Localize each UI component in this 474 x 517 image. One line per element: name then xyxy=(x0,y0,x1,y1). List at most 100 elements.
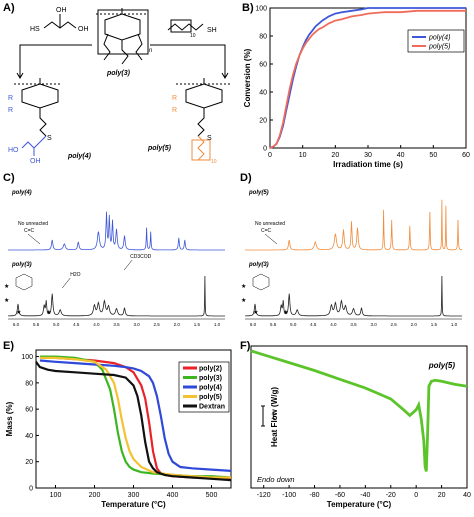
note-pointer xyxy=(264,233,278,245)
x-tick-label: 10 xyxy=(299,152,307,159)
series-line-curve xyxy=(250,349,468,472)
sub-10-top: 10 xyxy=(190,33,196,39)
ppm-tick-label: 3.0 xyxy=(133,322,140,327)
panel-f-label: F) xyxy=(240,340,251,352)
y-tick-label: 0 xyxy=(29,486,33,493)
r-label-1: R xyxy=(8,95,13,102)
series-line-poly-4- xyxy=(39,359,232,472)
panel-d: D) 6.0 5.5 5.0 4.5 4.0 3.5 3.0 2.5 2.0 1.5 1.0 poly… xyxy=(237,170,474,338)
spectrum-bottom xyxy=(8,275,225,317)
arrow-right xyxy=(150,44,229,79)
y-tick-label: 0 xyxy=(263,146,267,153)
panel-d-label: D) xyxy=(240,172,252,184)
endo-down-label: Endo down xyxy=(257,475,295,484)
series-line-poly-5- xyxy=(39,356,231,479)
star-mark-3: ★ xyxy=(241,283,246,290)
x-tick-label: 60 xyxy=(462,152,470,159)
y-tick-label: 20 xyxy=(25,459,33,466)
y-tick-label: 80 xyxy=(259,34,267,41)
oh-label: OH xyxy=(30,158,41,165)
sh-right: SH xyxy=(207,27,217,34)
panel-e-label: E) xyxy=(3,340,14,352)
poly5-arm xyxy=(191,135,211,161)
y-tick-label: 40 xyxy=(25,433,33,440)
reaction-scheme: HS OH OH SH 10 n poly(3) xyxy=(8,7,230,165)
cd3cod-pointer xyxy=(123,259,133,271)
poly3-label: poly(3) xyxy=(106,70,131,77)
cd3cod-label: CD3COD xyxy=(130,254,152,260)
r-label-3: R xyxy=(172,95,177,102)
spectrum-bottom-label: poly(3) xyxy=(11,262,32,268)
x-tick-label: 40 xyxy=(463,492,471,499)
scale-bar-label: 1 xyxy=(271,412,276,421)
panel-f: F) -120 -100 -80 -60 -40 -20 0 20 40 Temperature … xyxy=(237,338,474,517)
x-tick-label: 200 xyxy=(89,492,101,499)
note-line-2: C=C xyxy=(24,228,35,234)
y-tick-label: 100 xyxy=(21,354,33,361)
y-axis-label: Heat Flow (W/g) xyxy=(270,387,279,447)
panel-b: B) 0 10 20 30 40 50 60 0 20 40 60 80 100 Irradiation … xyxy=(240,0,474,175)
ppm-tick-label: 5.0 xyxy=(290,322,297,327)
nmr-spectrum-d: 6.0 5.5 5.0 4.5 4.0 3.5 3.0 2.5 2.0 1.5 1.0 poly(5)… xyxy=(241,190,463,327)
x-tick-label: 300 xyxy=(128,492,140,499)
ppm-tick-label: 3.5 xyxy=(350,322,357,327)
r-label-2: R xyxy=(8,107,13,114)
legend-entry: poly(4) xyxy=(428,35,450,42)
ppm-tick-label: 1.5 xyxy=(431,322,438,327)
panel-a: A) HS OH OH SH 10 n poly(3) xyxy=(0,0,240,170)
ppm-tick-label: 1.5 xyxy=(194,322,201,327)
poly4-label: poly(4) xyxy=(67,153,92,160)
star-mark-2: ★ xyxy=(283,309,288,316)
y-tick-label: 40 xyxy=(259,90,267,97)
ppm-tick-label: 1.0 xyxy=(451,322,458,327)
tga-chart: 100 200 300 400 500 0 20 40 60 80 100 Temperature (… xyxy=(5,349,232,509)
decanethiol-structure xyxy=(167,19,204,33)
legend-entry: poly(3) xyxy=(199,375,222,382)
dsc-chart: -120 -100 -80 -60 -40 -20 0 20 40 Temperature (°C… xyxy=(250,345,471,509)
spectrum-top-label: poly(4) xyxy=(11,190,32,196)
s-label-right: S xyxy=(207,135,212,142)
legend-entry: poly(5) xyxy=(428,44,450,51)
star-mark-1: ★ xyxy=(253,309,258,316)
x-tick-label: -80 xyxy=(309,492,319,499)
ppm-tick-label: 3.0 xyxy=(370,322,377,327)
note-line-1: No unreacted xyxy=(18,221,48,227)
panel-e: E) 100 200 300 400 500 0 20 40 60 80 100 Temperatur… xyxy=(0,338,237,517)
x-tick-label: 30 xyxy=(364,152,372,159)
x-tick-label: 0 xyxy=(268,152,272,159)
plot-frame xyxy=(269,7,467,149)
oh-right: OH xyxy=(78,26,89,33)
y-tick-label: 80 xyxy=(25,380,33,387)
note-line-2: C=C xyxy=(261,228,272,234)
legend-entry: poly(2) xyxy=(199,366,222,373)
spectrum-bottom-label: poly(3) xyxy=(248,262,269,268)
nmr-spectrum-c: 6.0 5.5 5.0 4.5 4.0 3.5 3.0 2.5 2.0 1.5 1.0 poly(4)… xyxy=(4,190,225,327)
poly4-arm xyxy=(21,135,47,156)
conversion-chart: 0 10 20 30 40 50 60 0 20 40 60 80 100 Irradiation tim… xyxy=(243,6,470,170)
ppm-tick-label: 2.0 xyxy=(411,322,418,327)
y-axis-label: Mass (%) xyxy=(5,401,14,436)
poly4-structure xyxy=(14,78,62,137)
x-axis-label: Irradiation time (s) xyxy=(333,160,403,169)
star-mark-4: ★ xyxy=(4,297,9,304)
ppm-tick-label: 6.0 xyxy=(13,322,20,327)
h2o-label: H2O xyxy=(70,272,80,278)
legend-entry: Dextran xyxy=(199,404,225,411)
x-axis-label: Temperature (°C) xyxy=(327,500,392,509)
x-tick-label: 40 xyxy=(397,152,405,159)
sugar-sketch xyxy=(252,273,270,291)
hs-left: HS xyxy=(30,26,40,33)
panel-c-label: C) xyxy=(3,172,15,184)
ppm-tick-label: 5.5 xyxy=(270,322,277,327)
x-tick-label: 50 xyxy=(429,152,437,159)
x-tick-label: -40 xyxy=(360,492,370,499)
spectrum-top-label: poly(5) xyxy=(248,190,269,196)
oh-top: OH xyxy=(56,7,67,14)
ppm-tick-label: 4.0 xyxy=(93,322,100,327)
h2o-pointer xyxy=(62,277,71,289)
s-label-left: S xyxy=(47,135,52,142)
y-axis-label: Conversion (%) xyxy=(243,48,252,107)
ppm-tick-label: 1.0 xyxy=(214,322,221,327)
panel-b-label: B) xyxy=(242,2,254,14)
sugar-sketch xyxy=(15,273,33,291)
